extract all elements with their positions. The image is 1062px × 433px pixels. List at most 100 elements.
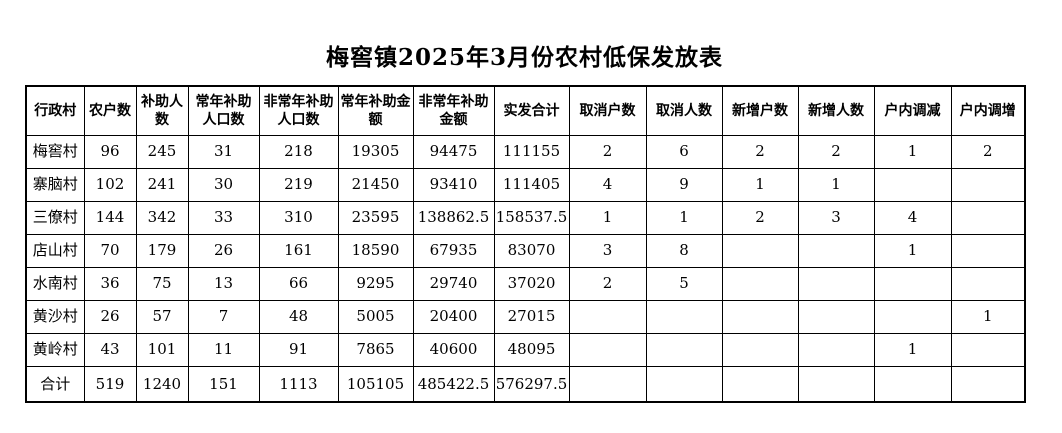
data-cell: 13	[187, 266, 260, 301]
data-cell: 57	[135, 299, 189, 334]
data-cell: 91	[258, 332, 339, 367]
data-cell	[797, 299, 875, 334]
header-row: 行政村 农户数 补助人数 常年补助人口数 非常年补助人口数 常年补助金额 非常年补助金额 实发…	[25, 85, 1026, 136]
data-cell: 3	[797, 200, 875, 235]
data-cell	[873, 266, 952, 301]
data-cell: 138862.5	[412, 200, 495, 235]
table-row: 黄沙村 26 57 7 48 5005 20400 27015 1	[25, 299, 1026, 334]
data-cell: 18590	[337, 233, 414, 268]
data-cell: 4	[568, 167, 647, 202]
column-header-7: 实发合计	[493, 85, 570, 136]
data-cell: 11	[187, 332, 260, 367]
data-cell: 66	[258, 266, 339, 301]
data-cell	[950, 266, 1026, 301]
data-cell: 31	[187, 134, 260, 169]
data-cell: 93410	[412, 167, 495, 202]
data-cell	[950, 233, 1026, 268]
data-cell: 1	[721, 167, 799, 202]
data-cell: 33	[187, 200, 260, 235]
page-title: 梅窖镇2025年3月份农村低保发放表	[325, 44, 724, 71]
data-cell: 1	[645, 200, 723, 235]
data-cell: 101	[135, 332, 189, 367]
data-cell: 48	[258, 299, 339, 334]
data-cell	[721, 332, 799, 367]
data-cell: 29740	[412, 266, 495, 301]
data-cell: 67935	[412, 233, 495, 268]
column-header-6: 非常年补助金额	[412, 85, 495, 136]
column-header-10: 新增户数	[721, 85, 799, 136]
column-header-12: 户内调减	[873, 85, 952, 136]
column-header-3: 常年补助人口数	[187, 85, 260, 136]
data-cell	[950, 200, 1026, 235]
data-cell: 27015	[493, 299, 570, 334]
data-cell	[721, 299, 799, 334]
data-cell: 1	[568, 200, 647, 235]
data-cell: 1	[950, 299, 1026, 334]
data-cell	[645, 365, 723, 403]
data-cell: 245	[135, 134, 189, 169]
column-header-8: 取消户数	[568, 85, 647, 136]
data-cell: 40600	[412, 332, 495, 367]
village-name-cell: 梅窖村	[25, 134, 85, 169]
data-cell	[873, 299, 952, 334]
table-body: 梅窖村 96 245 31 218 19305 94475 111155 2 6 2 2 1 2 寨脑村 10…	[25, 134, 1026, 403]
data-cell	[721, 233, 799, 268]
data-cell: 1240	[135, 365, 189, 403]
data-cell: 2	[950, 134, 1026, 169]
data-cell	[797, 266, 875, 301]
village-name-cell: 黄沙村	[25, 299, 85, 334]
table-row: 梅窖村 96 245 31 218 19305 94475 111155 2 6 2 2 1 2	[25, 134, 1026, 169]
data-cell: 36	[83, 266, 137, 301]
village-name-cell: 黄岭村	[25, 332, 85, 367]
data-cell: 26	[83, 299, 137, 334]
data-cell	[568, 365, 647, 403]
data-cell: 48095	[493, 332, 570, 367]
column-header-1: 农户数	[83, 85, 137, 136]
data-cell: 26	[187, 233, 260, 268]
data-cell: 5005	[337, 299, 414, 334]
data-cell	[797, 365, 875, 403]
data-cell: 1	[873, 233, 952, 268]
data-cell: 5	[645, 266, 723, 301]
data-cell: 9295	[337, 266, 414, 301]
column-header-2: 补助人数	[135, 85, 189, 136]
data-cell: 4	[873, 200, 952, 235]
table-row: 黄岭村 43 101 11 91 7865 40600 48095 1	[25, 332, 1026, 367]
data-cell	[950, 332, 1026, 367]
data-cell: 2	[721, 200, 799, 235]
data-cell	[873, 365, 952, 403]
data-cell: 1	[873, 332, 952, 367]
data-cell: 19305	[337, 134, 414, 169]
data-cell	[721, 365, 799, 403]
data-cell: 2	[797, 134, 875, 169]
data-cell: 23595	[337, 200, 414, 235]
data-cell: 2	[721, 134, 799, 169]
table-row: 水南村 36 75 13 66 9295 29740 37020 2 5	[25, 266, 1026, 301]
data-cell: 2	[568, 266, 647, 301]
data-cell: 218	[258, 134, 339, 169]
data-cell: 7865	[337, 332, 414, 367]
data-cell	[950, 167, 1026, 202]
data-cell: 21450	[337, 167, 414, 202]
data-cell: 342	[135, 200, 189, 235]
data-cell: 6	[645, 134, 723, 169]
village-name-cell: 三僚村	[25, 200, 85, 235]
data-cell: 43	[83, 332, 137, 367]
data-cell: 576297.5	[493, 365, 570, 403]
data-cell: 519	[83, 365, 137, 403]
data-cell: 3	[568, 233, 647, 268]
data-cell	[873, 167, 952, 202]
data-cell: 102	[83, 167, 137, 202]
data-cell: 1113	[258, 365, 339, 403]
data-cell: 75	[135, 266, 189, 301]
data-cell: 30	[187, 167, 260, 202]
data-cell: 9	[645, 167, 723, 202]
village-name-cell: 寨脑村	[25, 167, 85, 202]
data-cell: 70	[83, 233, 137, 268]
data-cell: 310	[258, 200, 339, 235]
column-header-0: 行政村	[25, 85, 85, 136]
table-row: 三僚村 144 342 33 310 23595 138862.5 158537.5 1 1 2 3 4	[25, 200, 1026, 235]
village-name-cell: 水南村	[25, 266, 85, 301]
table-row: 寨脑村 102 241 30 219 21450 93410 111405 4 9 1 1	[25, 167, 1026, 202]
